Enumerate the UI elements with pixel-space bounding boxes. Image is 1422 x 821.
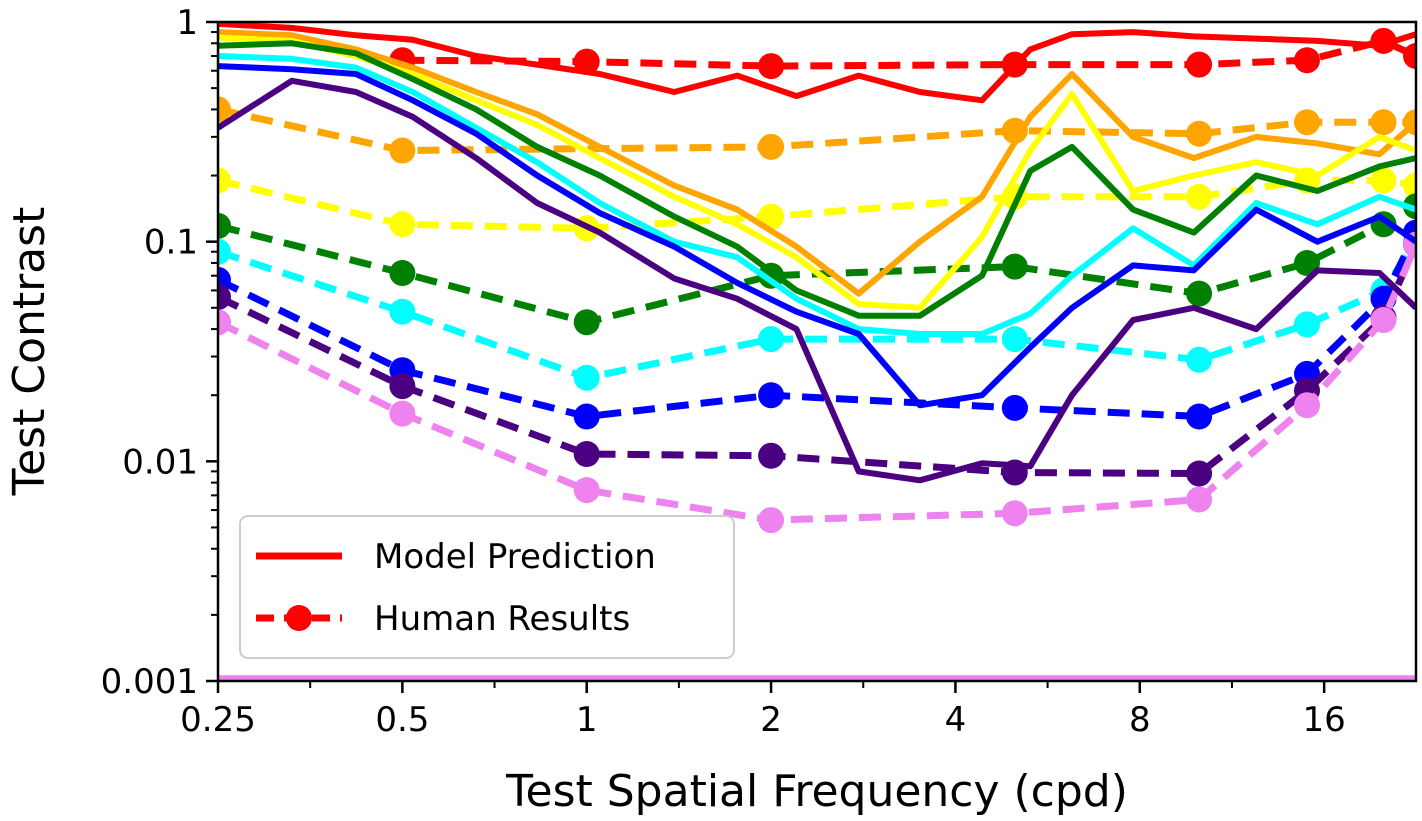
human-result-point [218, 167, 231, 194]
human-result-point [218, 238, 231, 265]
human-result-point [1186, 486, 1213, 513]
human-result-point [573, 441, 600, 467]
model-prediction-line-1 [218, 29, 1416, 297]
human-result-point [218, 212, 231, 239]
human-result-point [1186, 183, 1213, 210]
human-result-point [573, 364, 600, 391]
human-result-point [1403, 172, 1416, 199]
legend-human-marker [286, 605, 312, 631]
x-axis-title: Test Spatial Frequency (cpd) [505, 766, 1128, 817]
human-result-point [1186, 120, 1213, 147]
legend-model-label: Model Prediction [374, 537, 656, 577]
human-result-point [758, 507, 785, 534]
human-result-point [389, 260, 416, 286]
model-prediction-line-6 [218, 77, 1416, 484]
plot-frame [216, 20, 1418, 683]
human-result-point [1294, 47, 1320, 74]
legend-human-label: Human Results [374, 599, 630, 639]
y-axis-title: Test Contrast [4, 207, 55, 497]
human-result-point [1001, 326, 1028, 353]
x-tick-label: 8 [1129, 700, 1151, 740]
human-result-point [218, 96, 231, 123]
human-result-point [1294, 109, 1320, 136]
human-result-point [1001, 253, 1028, 280]
human-result-point [573, 403, 600, 430]
model-prediction-line-3 [218, 40, 1416, 319]
human-result-point [1370, 307, 1397, 333]
human-result-point [573, 477, 600, 504]
human-result-point [573, 309, 600, 336]
human-result-point [758, 133, 785, 160]
x-tick-label: 0.25 [180, 700, 256, 740]
model-prediction-line-2 [218, 34, 1416, 311]
human-result-point [1403, 43, 1416, 69]
human-result-point [1370, 109, 1397, 136]
human-result-point [1186, 403, 1213, 430]
human-result-point [218, 309, 231, 336]
human-result-point [1294, 392, 1320, 419]
human-result-point [1186, 51, 1213, 78]
x-tick-label: 16 [1303, 700, 1346, 740]
human-result-point [1001, 500, 1028, 527]
human-result-point [389, 298, 416, 325]
human-result-point [218, 284, 231, 310]
model-prediction-line-5 [218, 63, 1416, 409]
x-tick-label: 2 [760, 700, 782, 740]
human-result-point [1294, 250, 1320, 276]
human-result-point [389, 211, 416, 238]
human-result-point [758, 382, 785, 409]
x-tick-label: 1 [576, 700, 598, 740]
y-tick-label: 0.1 [144, 223, 198, 263]
x-tick-label: 0.5 [375, 700, 429, 740]
human-result-point [1370, 167, 1397, 194]
series-layer [218, 22, 1416, 681]
axis-layer: 0.001 0.01 0.1 1 0.25 0.5 1 2 4 8 16 [101, 3, 1346, 740]
x-tick-label: 4 [945, 700, 967, 740]
model-prediction-line-4 [218, 53, 1416, 337]
y-tick-label: 0.001 [101, 662, 198, 702]
y-tick-label: 1 [176, 3, 198, 43]
model-prediction-line-0 [218, 22, 1416, 104]
human-result-point [389, 137, 416, 164]
y-tick-label: 0.01 [122, 442, 198, 482]
human-result-point [1186, 460, 1213, 487]
human-result-point [758, 326, 785, 353]
human-result-point [1294, 311, 1320, 338]
human-result-point [1186, 280, 1213, 307]
human-result-point [758, 203, 785, 230]
human-result-point [758, 53, 785, 80]
human-result-point [389, 373, 416, 400]
human-result-point [758, 442, 785, 469]
legend-box [239, 515, 735, 659]
human-result-point [1001, 394, 1028, 421]
human-result-line-3 [218, 203, 1416, 326]
human-result-point [1186, 346, 1213, 373]
human-result-point [389, 400, 416, 427]
legend: Model Prediction Human Results [239, 515, 735, 659]
